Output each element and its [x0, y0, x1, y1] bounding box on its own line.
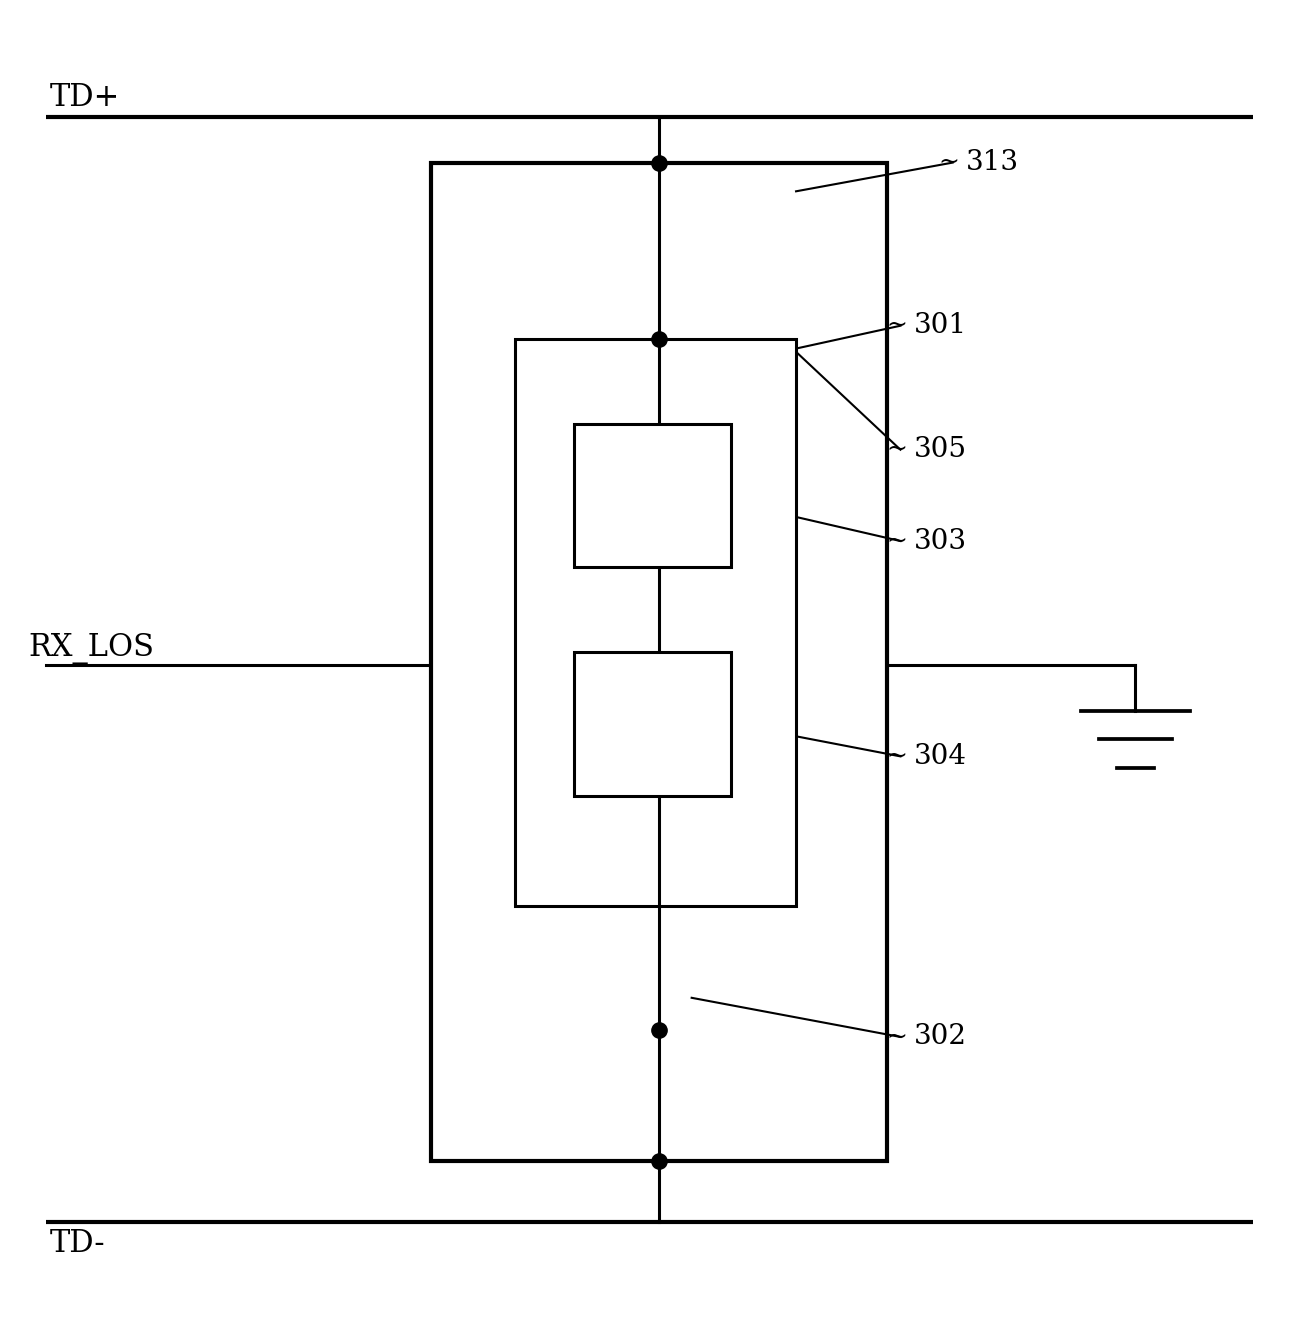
Text: RX_LOS: RX_LOS [29, 632, 155, 664]
Text: 301: 301 [913, 312, 967, 340]
Text: TD+: TD+ [50, 82, 120, 113]
Bar [574, 652, 731, 795]
Bar [431, 162, 887, 1160]
Text: ~: ~ [886, 315, 907, 337]
Text: 304: 304 [913, 743, 967, 770]
Text: TD-: TD- [50, 1227, 106, 1259]
Text: ~: ~ [886, 1026, 907, 1048]
Text: 302: 302 [913, 1023, 967, 1051]
Bar [574, 424, 731, 568]
Text: ~: ~ [886, 439, 907, 461]
Text: ~: ~ [938, 151, 959, 174]
Text: 313: 313 [966, 149, 1019, 176]
Text: ~: ~ [886, 529, 907, 553]
Text: 305: 305 [913, 436, 967, 464]
Text: ~: ~ [886, 745, 907, 768]
Text: 303: 303 [913, 528, 967, 554]
Bar [515, 338, 796, 906]
